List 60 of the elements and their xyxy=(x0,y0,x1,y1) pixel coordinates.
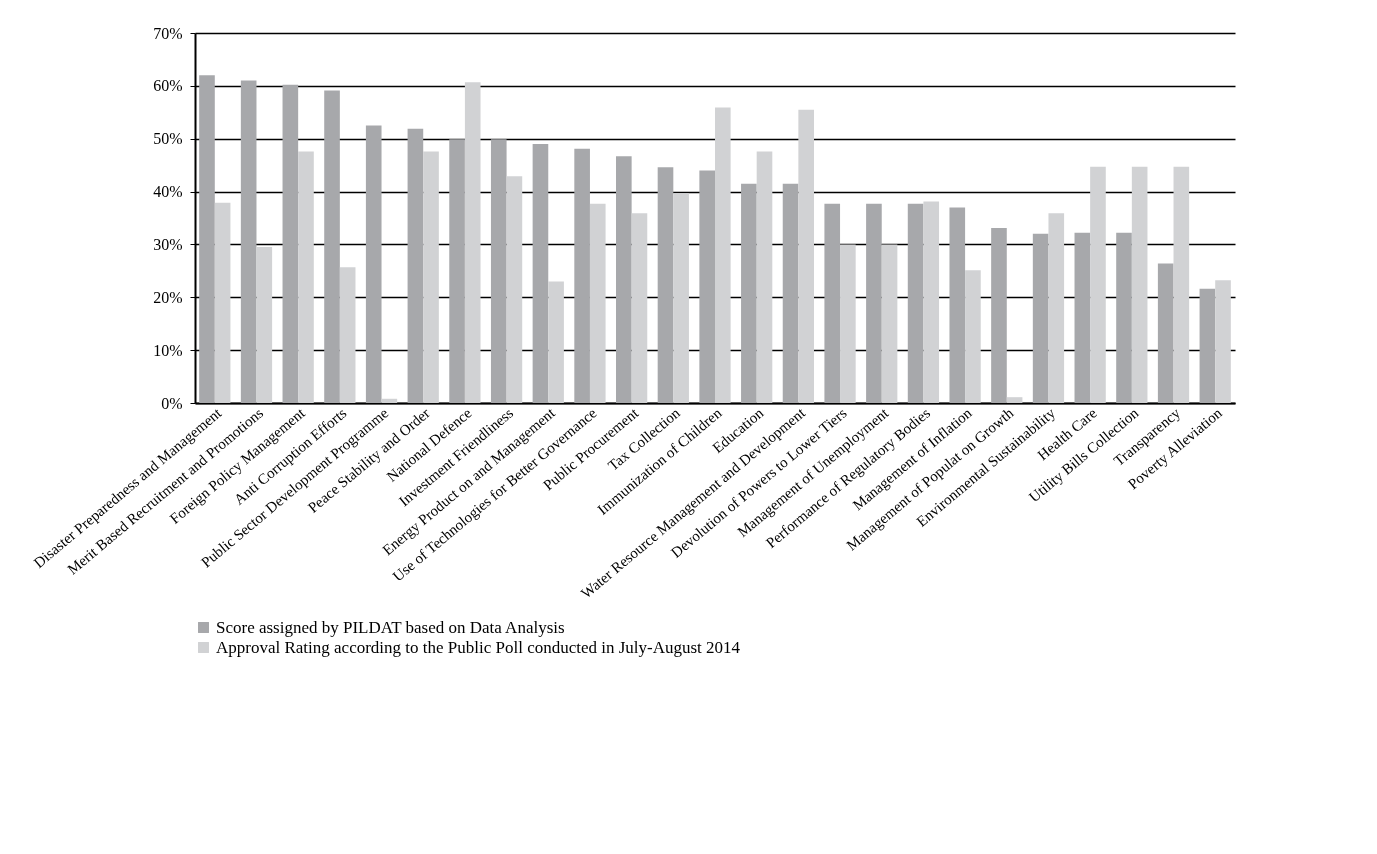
bar xyxy=(365,125,382,403)
y-tick-label: 10% xyxy=(153,341,183,359)
bar xyxy=(657,167,674,403)
bar xyxy=(1199,288,1216,403)
bar xyxy=(339,267,356,403)
bar xyxy=(240,80,257,403)
bar xyxy=(949,207,966,403)
bar xyxy=(741,183,757,403)
bar xyxy=(1032,233,1049,403)
bar xyxy=(506,176,523,403)
bar xyxy=(1006,397,1023,403)
bar xyxy=(782,183,799,403)
bar xyxy=(673,193,689,403)
bar xyxy=(574,148,590,403)
legend-label: Score assigned by PILDAT based on Data Analysis xyxy=(216,617,565,637)
bar xyxy=(548,281,564,403)
y-tick-label: 60% xyxy=(153,77,183,95)
y-tick-label: 0% xyxy=(161,394,183,412)
y-tick-label: 20% xyxy=(153,288,183,306)
bar xyxy=(631,213,648,403)
bar xyxy=(965,270,981,403)
bar xyxy=(1131,166,1148,403)
bar xyxy=(324,90,340,403)
bar xyxy=(490,139,507,403)
bar xyxy=(407,128,424,403)
bar xyxy=(1173,166,1190,403)
y-tick-label: 70% xyxy=(153,24,183,42)
bar xyxy=(824,203,841,403)
bar xyxy=(616,156,632,403)
bar xyxy=(1157,263,1174,403)
bar xyxy=(1074,232,1091,403)
legend-label: Approval Rating according to the Public Poll conducted in July-August 2014 xyxy=(216,637,741,657)
bar xyxy=(423,151,439,403)
bar xyxy=(464,82,481,403)
bar xyxy=(1048,213,1065,403)
bar xyxy=(923,201,940,403)
bar xyxy=(1090,166,1106,403)
bar xyxy=(532,144,549,403)
bar xyxy=(256,247,273,403)
bar xyxy=(1116,232,1132,403)
bar xyxy=(199,75,215,403)
y-tick-label: 30% xyxy=(153,235,183,253)
y-tick-label: 40% xyxy=(153,183,183,201)
bar xyxy=(589,203,606,403)
bar xyxy=(214,202,231,403)
bar xyxy=(840,244,856,403)
bar xyxy=(756,151,773,403)
bar xyxy=(866,203,882,403)
bar xyxy=(798,109,814,403)
bar xyxy=(715,107,731,403)
bar xyxy=(1215,280,1231,403)
bar xyxy=(881,244,898,403)
bar xyxy=(699,170,715,403)
bar xyxy=(381,398,398,403)
bar xyxy=(298,151,314,403)
bar xyxy=(282,84,299,403)
bar xyxy=(907,203,924,403)
bar xyxy=(449,139,465,403)
y-tick-label: 50% xyxy=(153,130,183,148)
bar xyxy=(991,228,1007,403)
